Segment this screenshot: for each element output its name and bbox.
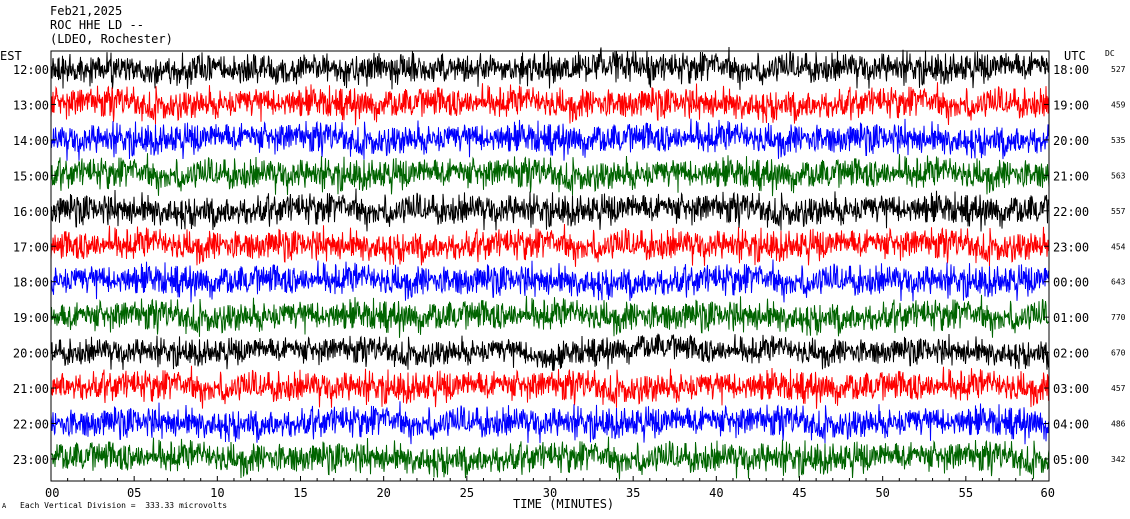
utc-hour-label: 18:00: [1053, 63, 1089, 77]
x-tick-label: 30: [543, 486, 557, 500]
x-axis: 00 05 10 15 20 25 30 35 40 45 50 55 60: [45, 476, 1055, 500]
dc-labels: 527 459 535 563 557 454 643 770 670 457 486 342: [1111, 65, 1126, 464]
utc-hour-label: 01:00: [1053, 311, 1089, 325]
trace-11: [50, 401, 1050, 445]
utc-hour-label: 00:00: [1053, 276, 1089, 290]
est-labels: 12:00 13:00 14:00 15:00 16:00 17:00 18:00 19:00…: [13, 63, 56, 467]
x-tick-label: 45: [792, 486, 806, 500]
x-tick-label: 25: [460, 486, 474, 500]
est-hour-label: 20:00: [13, 347, 49, 361]
trace-7: [50, 259, 1050, 303]
trace-4: [50, 153, 1050, 197]
dc-column-label: DC: [1105, 49, 1115, 58]
trace-1: [50, 46, 1050, 90]
utc-hour-label: 02:00: [1053, 347, 1089, 361]
x-tick-label: 55: [959, 486, 973, 500]
dc-value: 643: [1111, 278, 1126, 287]
header-network: (LDEO, Rochester): [50, 32, 173, 46]
trace-2: [50, 82, 1050, 126]
utc-hour-label: 21:00: [1053, 169, 1089, 183]
est-hour-label: 14:00: [13, 134, 49, 148]
utc-hour-label: 19:00: [1053, 98, 1089, 112]
dc-value: 454: [1111, 242, 1126, 251]
utc-hour-label: 03:00: [1053, 382, 1089, 396]
x-tick-label: 40: [709, 486, 723, 500]
x-tick-label: 05: [127, 486, 141, 500]
header-station: ROC HHE LD --: [50, 18, 144, 32]
dc-value: 557: [1111, 207, 1126, 216]
x-tick-label: 50: [875, 486, 889, 500]
utc-hour-label: 22:00: [1053, 205, 1089, 219]
utc-hour-label: 20:00: [1053, 134, 1089, 148]
est-hour-label: 15:00: [13, 169, 49, 183]
dc-value: 527: [1111, 65, 1126, 74]
x-tick-label: 35: [626, 486, 640, 500]
trace-12: [50, 436, 1050, 480]
est-hour-label: 17:00: [13, 240, 49, 254]
trace-group: [50, 46, 1050, 480]
trace-10: [50, 365, 1050, 409]
x-tick-label: 20: [376, 486, 390, 500]
est-hour-label: 13:00: [13, 98, 49, 112]
header-date: Feb21,2025: [50, 4, 123, 18]
corner-mark: A: [2, 502, 7, 510]
dc-value: 459: [1111, 100, 1126, 109]
est-hour-label: 21:00: [13, 382, 49, 396]
x-tick-label: 60: [1041, 486, 1055, 500]
utc-hour-label: 04:00: [1053, 418, 1089, 432]
dc-value: 342: [1111, 455, 1126, 464]
x-axis-title: TIME (MINUTES): [513, 497, 614, 511]
utc-hour-label: 23:00: [1053, 240, 1089, 254]
est-hour-label: 19:00: [13, 311, 49, 325]
trace-6: [50, 223, 1050, 267]
x-tick-label: 00: [45, 486, 59, 500]
dc-value: 535: [1111, 136, 1126, 145]
scale-note: Each Vertical Division = 333.33 microvol…: [20, 501, 228, 510]
utc-axis-label: UTC: [1064, 49, 1086, 63]
trace-5: [50, 188, 1050, 232]
est-hour-label: 16:00: [13, 205, 49, 219]
est-hour-label: 22:00: [13, 418, 49, 432]
est-hour-label: 12:00: [13, 63, 49, 77]
x-tick-label: 15: [293, 486, 307, 500]
trace-3: [50, 118, 1050, 161]
trace-8: [50, 294, 1050, 338]
dc-value: 770: [1111, 313, 1126, 322]
dc-value: 670: [1111, 349, 1126, 358]
x-tick-label: 10: [210, 486, 224, 500]
dc-value: 486: [1111, 420, 1126, 429]
est-hour-label: 23:00: [13, 453, 49, 467]
est-hour-label: 18:00: [13, 276, 49, 290]
est-axis-label: EST: [0, 49, 22, 63]
trace-9: [50, 333, 1050, 372]
utc-labels: 18:00 19:00 20:00 21:00 22:00 23:00 00:00 01:00…: [1044, 63, 1089, 467]
utc-hour-label: 05:00: [1053, 453, 1089, 467]
dc-value: 563: [1111, 171, 1126, 180]
dc-value: 457: [1111, 384, 1126, 393]
